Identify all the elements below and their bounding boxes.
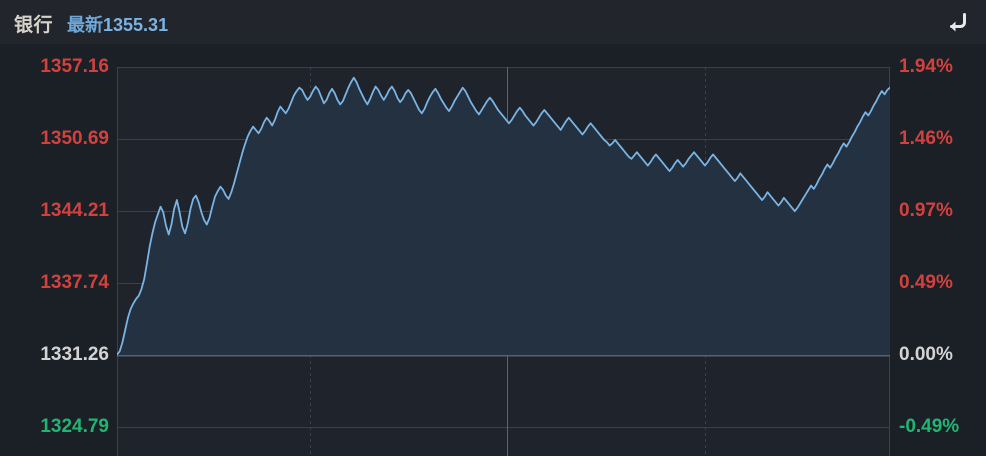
refresh-back-arrow-icon[interactable] [942,8,972,36]
price-plot-area[interactable] [117,67,890,456]
sector-name-label: 银行 [14,15,54,36]
price-line [117,76,890,356]
chart-header: 银行 最新 1355.31 [0,0,986,44]
latest-price-value: 1355.31 [103,15,169,35]
latest-price-group: 最新 1355.31 [67,11,168,37]
price-line-chart [117,67,890,456]
latest-price-label: 最新 [67,15,104,35]
price-area-fill [117,77,890,356]
chart-body [0,44,986,456]
header-title-group: 银行 最新 1355.31 [14,10,168,37]
